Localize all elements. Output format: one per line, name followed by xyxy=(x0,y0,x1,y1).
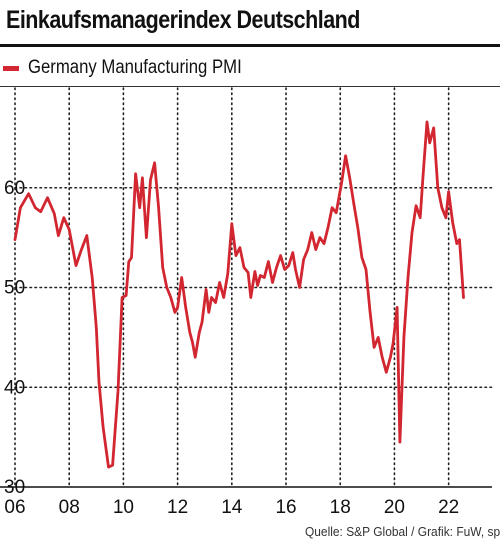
x-tick-label-12: 12 xyxy=(167,497,188,518)
x-tick-label-18: 18 xyxy=(330,497,351,518)
legend-label: Germany Manufacturing PMI xyxy=(28,57,242,78)
x-tick-label-08: 08 xyxy=(59,497,80,518)
source-note: Quelle: S&P Global / Grafik: FuW, sp xyxy=(304,524,500,539)
chart-title: Einkaufsmanagerindex Deutschland xyxy=(6,6,360,34)
x-tick-label-20: 20 xyxy=(384,497,405,518)
legend-swatch xyxy=(3,65,19,71)
legend-rule xyxy=(0,86,500,87)
title-rule xyxy=(0,44,500,47)
y-tick-label-60: 60 xyxy=(4,178,25,199)
legend: Germany Manufacturing PMI xyxy=(0,57,271,79)
x-tick-label-14: 14 xyxy=(221,497,243,518)
y-tick-label-40: 40 xyxy=(4,377,25,398)
series-line-0 xyxy=(13,120,465,469)
x-tick-label-06: 06 xyxy=(4,497,25,518)
x-tick-label-16: 16 xyxy=(275,497,296,518)
y-tick-label-50: 50 xyxy=(4,278,25,299)
grid-layer xyxy=(14,87,493,488)
series-layer xyxy=(13,120,465,469)
x-tick-label-10: 10 xyxy=(113,497,134,518)
x-tick-label-22: 22 xyxy=(438,497,459,518)
